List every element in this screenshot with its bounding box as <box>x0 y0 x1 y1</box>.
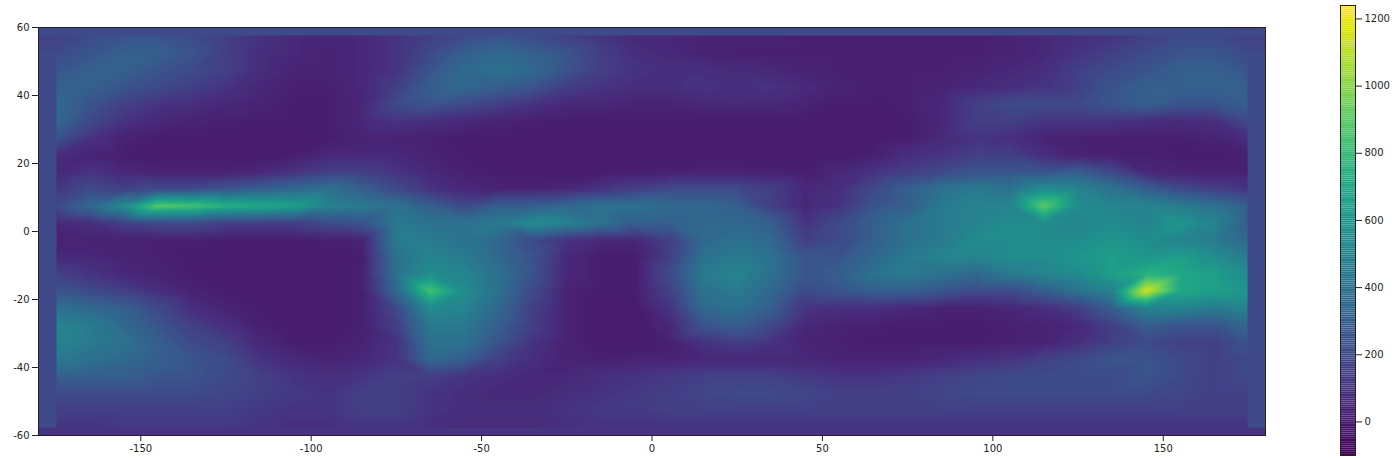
svg-text:50: 50 <box>816 443 829 454</box>
svg-text:0: 0 <box>23 226 29 237</box>
svg-text:200: 200 <box>1365 349 1384 360</box>
svg-text:0: 0 <box>649 443 655 454</box>
svg-text:-60: -60 <box>13 430 29 441</box>
svg-text:1000: 1000 <box>1365 80 1390 91</box>
svg-text:0: 0 <box>1365 416 1371 427</box>
svg-text:800: 800 <box>1365 147 1384 158</box>
svg-text:-20: -20 <box>13 294 29 305</box>
svg-text:150: 150 <box>1154 443 1173 454</box>
svg-text:60: 60 <box>17 22 30 33</box>
svg-text:400: 400 <box>1365 282 1384 293</box>
svg-text:100: 100 <box>983 443 1002 454</box>
svg-text:1200: 1200 <box>1365 13 1390 24</box>
svg-text:-150: -150 <box>129 443 152 454</box>
svg-text:-40: -40 <box>13 362 29 373</box>
svg-text:600: 600 <box>1365 215 1384 226</box>
svg-text:-100: -100 <box>300 443 323 454</box>
svg-text:40: 40 <box>17 90 30 101</box>
svg-text:-50: -50 <box>473 443 489 454</box>
svg-text:20: 20 <box>17 158 30 169</box>
